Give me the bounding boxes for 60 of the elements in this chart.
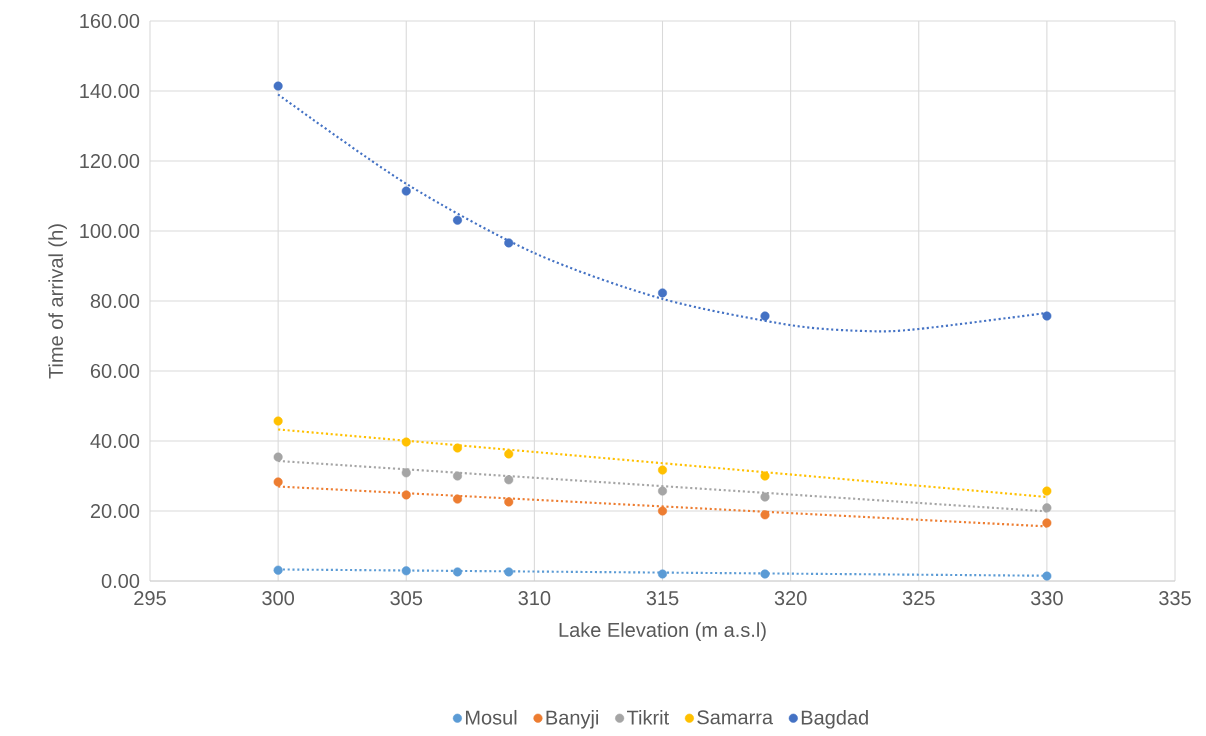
point xyxy=(504,449,514,459)
point xyxy=(760,471,770,481)
point xyxy=(657,486,668,496)
legend-label: Samarra xyxy=(697,710,774,725)
legend-label: Tikrit xyxy=(627,709,670,725)
point xyxy=(657,465,668,475)
x-tick-label: 300 xyxy=(262,591,295,606)
x-tick-label: 330 xyxy=(1030,591,1063,606)
point xyxy=(452,494,463,504)
x-tick-label: 310 xyxy=(518,591,551,606)
point xyxy=(401,468,411,478)
point xyxy=(273,416,283,426)
x-tick-label: 335 xyxy=(1159,591,1191,606)
point xyxy=(760,569,770,579)
point xyxy=(657,506,668,516)
legend-label: Mosul xyxy=(465,709,517,725)
point xyxy=(504,497,514,507)
x-tick-label: 315 xyxy=(646,591,679,606)
point xyxy=(1042,311,1052,321)
point xyxy=(504,475,514,485)
point xyxy=(657,288,668,298)
y-tick-label: 20.00 xyxy=(90,503,140,519)
point xyxy=(760,492,770,502)
point xyxy=(1042,503,1052,513)
point xyxy=(273,452,283,462)
point xyxy=(452,567,463,577)
y-tick-label: 80.00 xyxy=(90,293,140,309)
y-tick-label: 120.00 xyxy=(80,153,140,169)
point xyxy=(1042,486,1052,496)
y-tick-label: 140.00 xyxy=(80,83,140,99)
y-tick-label: 100.00 xyxy=(80,223,140,239)
point xyxy=(273,81,283,91)
point xyxy=(452,215,463,225)
x-tick-label: 295 xyxy=(134,591,166,606)
point xyxy=(504,567,514,577)
point xyxy=(504,238,514,248)
point xyxy=(760,311,770,321)
point xyxy=(401,186,411,196)
point xyxy=(1042,571,1052,581)
point xyxy=(452,443,463,453)
y-tick-label: 0.00 xyxy=(101,573,140,589)
y-tick-label: 60.00 xyxy=(90,363,140,379)
point xyxy=(401,490,411,500)
point xyxy=(1042,518,1052,528)
y-axis-title: Time of arrival (h) xyxy=(48,224,67,379)
point xyxy=(657,569,668,579)
legend-label: Banyji xyxy=(546,709,599,729)
x-axis-title: Lake Elevation (m a.s.l) xyxy=(559,622,766,641)
point xyxy=(401,566,411,576)
point xyxy=(401,437,411,447)
y-tick-label: 160.00 xyxy=(80,13,140,29)
point xyxy=(452,471,463,481)
point xyxy=(273,477,283,487)
x-tick-label: 305 xyxy=(390,591,423,606)
y-tick-label: 40.00 xyxy=(90,433,140,449)
x-tick-label: 325 xyxy=(902,591,935,606)
legend-label: Bagdad xyxy=(801,709,868,729)
x-tick-label: 320 xyxy=(774,591,807,606)
point xyxy=(273,565,283,575)
point xyxy=(760,510,770,520)
